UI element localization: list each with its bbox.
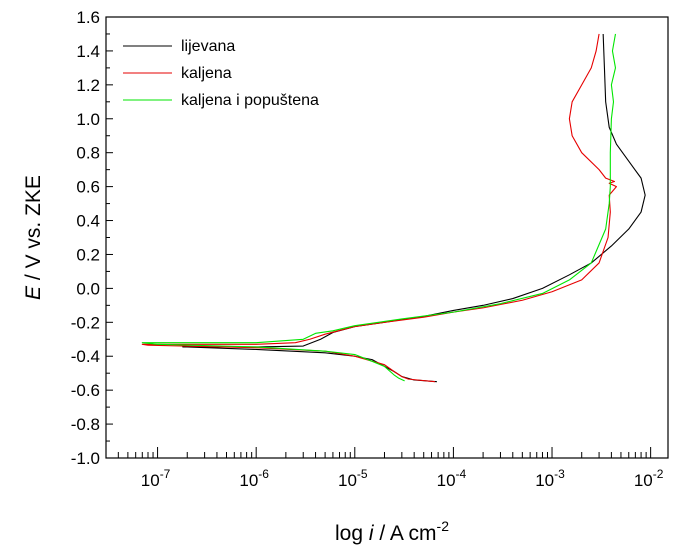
x-axis-label: log i / A cm-2 <box>335 518 449 545</box>
y-tick-label: -0.8 <box>71 415 100 434</box>
plot-frame <box>105 16 669 459</box>
x-axis-variable: i <box>369 522 375 545</box>
x-tick-exponent: -7 <box>160 467 171 481</box>
y-tick-label: -0.2 <box>71 313 100 332</box>
x-tick-base: 10 <box>239 471 258 490</box>
y-tick-label: 1.2 <box>76 76 100 95</box>
y-tick-label: 1.0 <box>76 110 100 129</box>
x-axis-prefix: log <box>335 522 369 545</box>
x-tick-exponent: -2 <box>653 467 664 481</box>
legend-entry: lijevana <box>181 38 235 55</box>
series-line-kaljena-i-popuštena <box>141 33 617 382</box>
x-tick-exponent: -6 <box>258 467 269 481</box>
series-layer <box>141 33 646 383</box>
x-tick-base: 10 <box>141 471 160 490</box>
x-axis-superscript: -2 <box>437 518 450 534</box>
x-tick-base: 10 <box>535 471 554 490</box>
y-tick-label: 0.6 <box>76 178 100 197</box>
y-tick-label: 0.0 <box>76 279 100 298</box>
x-tick-label: 10-6 <box>239 467 269 490</box>
x-tick-base: 10 <box>437 471 456 490</box>
x-tick-label: 10-2 <box>634 467 664 490</box>
y-tick-label: -0.6 <box>71 381 100 400</box>
x-tick-label: 10-3 <box>535 467 565 490</box>
x-tick-base: 10 <box>338 471 357 490</box>
y-tick-label: 0.4 <box>76 212 100 231</box>
axis-ticks: 1.6 1.4 1.2 1.0 0.8 0.6 0.4 0.2 0.0 -0.2 -0.4 -0.6 -… <box>71 8 664 490</box>
y-axis-suffix: / V vs. ZKE <box>22 175 45 286</box>
y-axis-variable: E <box>22 285 45 300</box>
y-tick-label: 0.8 <box>76 144 100 163</box>
x-tick-base: 10 <box>634 471 653 490</box>
y-tick-label: -1.0 <box>71 449 100 468</box>
x-tick-label: 10-5 <box>338 467 368 490</box>
series-line-kaljena <box>141 33 617 383</box>
y-tick-label: 0.2 <box>76 245 100 264</box>
legend-entry: kaljena <box>181 65 232 82</box>
legend-entry: kaljena i popuštena <box>181 92 319 109</box>
legend: lijevana kaljena kaljena i popuštena <box>123 38 319 109</box>
x-tick-exponent: -3 <box>554 467 565 481</box>
y-tick-label: -0.4 <box>71 347 100 366</box>
y-axis-label: E / V vs. ZKE <box>22 175 45 300</box>
x-tick-label: 10-7 <box>141 467 171 490</box>
x-tick-label: 10-4 <box>437 467 467 490</box>
y-tick-label: 1.6 <box>76 8 100 27</box>
x-axis-suffix: / A cm <box>374 522 437 545</box>
y-tick-label: 1.4 <box>76 42 100 61</box>
series-line-lijevana <box>182 33 646 383</box>
x-tick-exponent: -5 <box>357 467 368 481</box>
x-tick-exponent: -4 <box>456 467 467 481</box>
